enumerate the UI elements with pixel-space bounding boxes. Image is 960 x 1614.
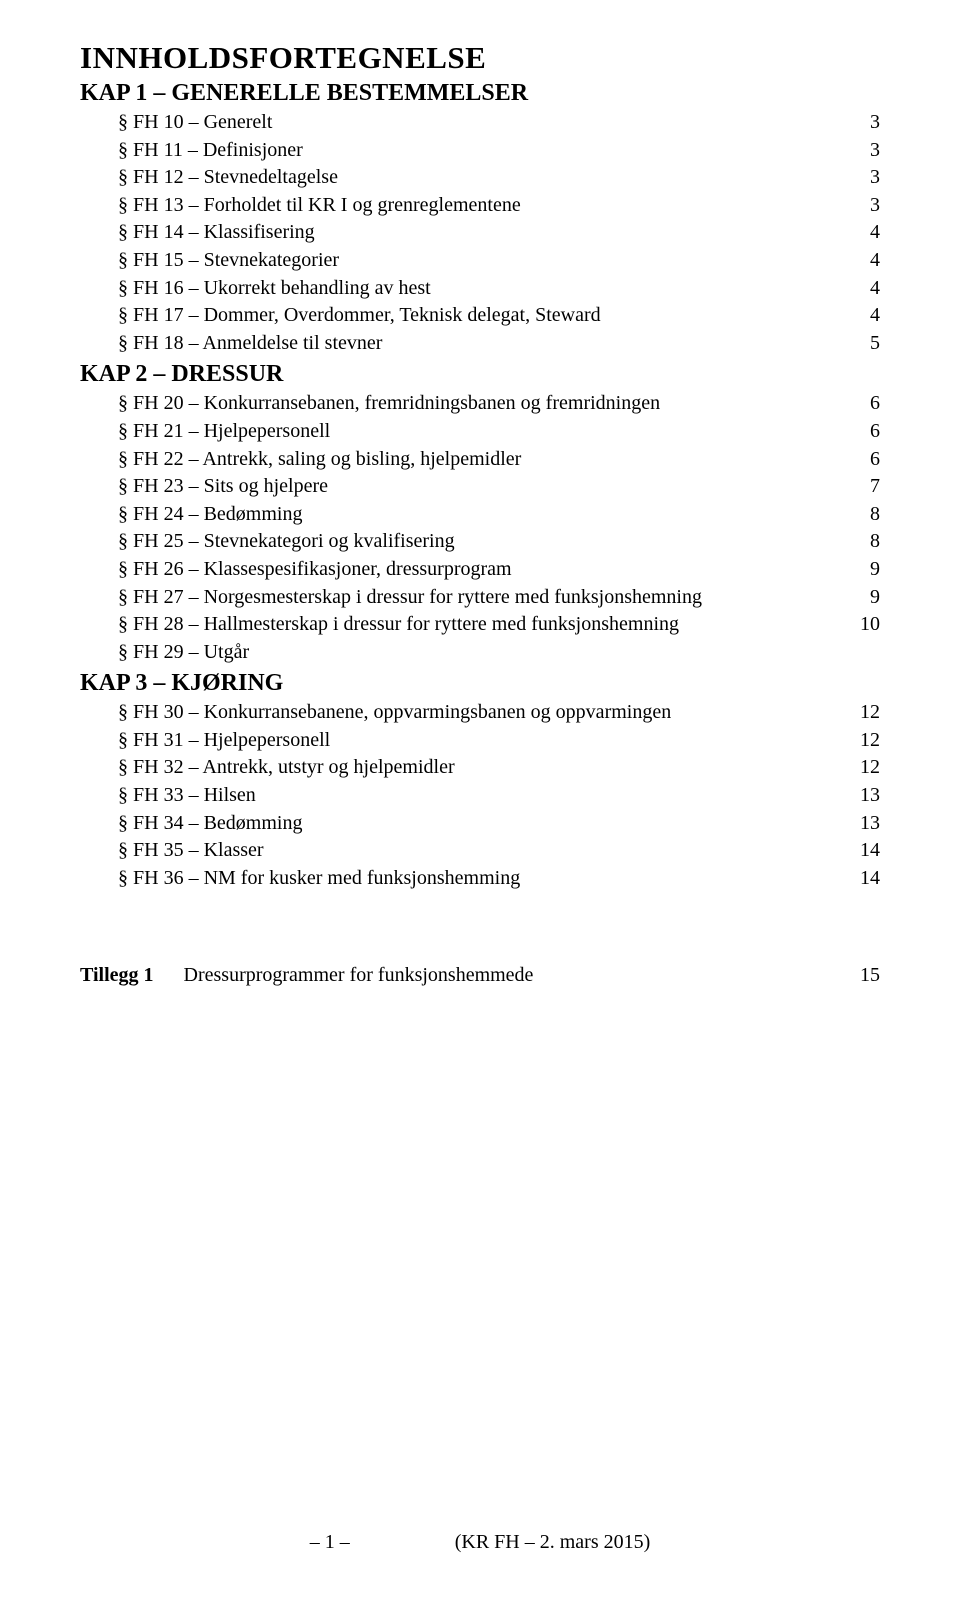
toc-entry: § FH 32 – Antrekk, utstyr og hjelpemidle… — [80, 754, 880, 782]
appendix-page: 15 — [856, 962, 880, 990]
toc-label: § FH 17 – Dommer, Overdommer, Teknisk de… — [118, 302, 601, 330]
toc-entry: § FH 23 – Sits og hjelpere 7 — [80, 473, 880, 501]
toc-label: § FH 35 – Klasser — [118, 837, 264, 865]
toc-page: 12 — [856, 754, 880, 782]
toc-label: § FH 22 – Antrekk, saling og bisling, hj… — [118, 446, 521, 474]
toc-entry: § FH 36 – NM for kusker med funksjonshem… — [80, 865, 880, 893]
table-of-contents: KAP 1 – GENERELLE BESTEMMELSER§ FH 10 – … — [80, 80, 880, 892]
toc-page: 3 — [866, 137, 880, 165]
toc-label: § FH 14 – Klassifisering — [118, 219, 315, 247]
toc-page: 4 — [866, 302, 880, 330]
toc-label: § FH 24 – Bedømming — [118, 501, 302, 529]
toc-label: § FH 33 – Hilsen — [118, 782, 256, 810]
toc-label: § FH 23 – Sits og hjelpere — [118, 473, 328, 501]
chapter-heading: KAP 3 – KJØRING — [80, 670, 880, 697]
chapter-heading: KAP 2 – DRESSUR — [80, 361, 880, 388]
toc-page: 4 — [866, 247, 880, 275]
toc-label: § FH 28 – Hallmesterskap i dressur for r… — [118, 611, 679, 639]
footer-page-number: – 1 – — [310, 1531, 350, 1553]
toc-page: 3 — [866, 192, 880, 220]
toc-label: § FH 36 – NM for kusker med funksjonshem… — [118, 865, 520, 893]
toc-page: 6 — [866, 446, 880, 474]
toc-label: § FH 20 – Konkurransebanen, fremridnings… — [118, 390, 660, 418]
toc-entry: § FH 13 – Forholdet til KR I og grenregl… — [80, 192, 880, 220]
toc-entry: § FH 16 – Ukorrekt behandling av hest 4 — [80, 275, 880, 303]
toc-entry: § FH 10 – Generelt 3 — [80, 109, 880, 137]
toc-page: 8 — [866, 528, 880, 556]
toc-entry: § FH 34 – Bedømming 13 — [80, 810, 880, 838]
toc-entry: § FH 11 – Definisjoner 3 — [80, 137, 880, 165]
toc-page: 4 — [866, 275, 880, 303]
appendix-prefix: Tillegg 1 — [80, 962, 184, 990]
appendix-label: Dressurprogrammer for funksjonshemmede — [184, 962, 534, 990]
toc-entry: § FH 22 – Antrekk, saling og bisling, hj… — [80, 446, 880, 474]
toc-label: § FH 32 – Antrekk, utstyr og hjelpemidle… — [118, 754, 455, 782]
toc-entry: § FH 33 – Hilsen 13 — [80, 782, 880, 810]
toc-page: 9 — [866, 584, 880, 612]
toc-label: § FH 21 – Hjelpepersonell — [118, 418, 330, 446]
toc-entry: § FH 20 – Konkurransebanen, fremridnings… — [80, 390, 880, 418]
toc-entry: § FH 26 – Klassespesifikasjoner, dressur… — [80, 556, 880, 584]
toc-entry: § FH 30 – Konkurransebanene, oppvarmings… — [80, 699, 880, 727]
toc-entry: § FH 18 – Anmeldelse til stevner 5 — [80, 330, 880, 358]
toc-label: § FH 26 – Klassespesifikasjoner, dressur… — [118, 556, 512, 584]
toc-page: 3 — [866, 109, 880, 137]
chapter-heading: KAP 1 – GENERELLE BESTEMMELSER — [80, 80, 880, 107]
toc-page: 3 — [866, 164, 880, 192]
toc-entry: § FH 17 – Dommer, Overdommer, Teknisk de… — [80, 302, 880, 330]
toc-label: § FH 12 – Stevnedeltagelse — [118, 164, 338, 192]
toc-label: § FH 25 – Stevnekategori og kvalifiserin… — [118, 528, 455, 556]
toc-label: § FH 27 – Norgesmesterskap i dressur for… — [118, 584, 702, 612]
toc-label: § FH 18 – Anmeldelse til stevner — [118, 330, 382, 358]
toc-page: 8 — [866, 501, 880, 529]
toc-page: 6 — [866, 390, 880, 418]
toc-page: 4 — [866, 219, 880, 247]
toc-entry: § FH 25 – Stevnekategori og kvalifiserin… — [80, 528, 880, 556]
toc-page: 13 — [856, 810, 880, 838]
toc-page: 7 — [866, 473, 880, 501]
toc-page: 5 — [866, 330, 880, 358]
toc-entry: § FH 14 – Klassifisering 4 — [80, 219, 880, 247]
toc-entry: § FH 15 – Stevnekategorier 4 — [80, 247, 880, 275]
toc-page: 14 — [856, 865, 880, 893]
toc-page: 12 — [856, 727, 880, 755]
toc-label: § FH 34 – Bedømming — [118, 810, 302, 838]
toc-entry: § FH 28 – Hallmesterskap i dressur for r… — [80, 611, 880, 639]
toc-page: 10 — [856, 611, 880, 639]
toc-label: § FH 30 – Konkurransebanene, oppvarmings… — [118, 699, 671, 727]
toc-entry: § FH 27 – Norgesmesterskap i dressur for… — [80, 584, 880, 612]
toc-entry: § FH 21 – Hjelpepersonell 6 — [80, 418, 880, 446]
toc-label: § FH 16 – Ukorrekt behandling av hest — [118, 275, 431, 303]
appendix-entry: Tillegg 1 Dressurprogrammer for funksjon… — [80, 962, 880, 990]
toc-entry: § FH 31 – Hjelpepersonell 12 — [80, 727, 880, 755]
toc-entry: § FH 29 – Utgår — [80, 639, 880, 667]
toc-page: 9 — [866, 556, 880, 584]
toc-label: § FH 31 – Hjelpepersonell — [118, 727, 330, 755]
toc-page: 12 — [856, 699, 880, 727]
toc-entry: § FH 24 – Bedømming 8 — [80, 501, 880, 529]
toc-label: § FH 29 – Utgår — [118, 639, 249, 667]
toc-label: § FH 11 – Definisjoner — [118, 137, 303, 165]
toc-page: 6 — [866, 418, 880, 446]
page-title: INNHOLDSFORTEGNELSE — [80, 40, 880, 76]
toc-label: § FH 13 – Forholdet til KR I og grenregl… — [118, 192, 521, 220]
toc-page: 14 — [856, 837, 880, 865]
footer-doc-ref: (KR FH – 2. mars 2015) — [455, 1531, 651, 1553]
toc-page: 13 — [856, 782, 880, 810]
toc-entry: § FH 12 – Stevnedeltagelse 3 — [80, 164, 880, 192]
toc-entry: § FH 35 – Klasser 14 — [80, 837, 880, 865]
page-footer: – 1 – (KR FH – 2. mars 2015) — [0, 1531, 960, 1554]
toc-label: § FH 15 – Stevnekategorier — [118, 247, 339, 275]
toc-label: § FH 10 – Generelt — [118, 109, 272, 137]
